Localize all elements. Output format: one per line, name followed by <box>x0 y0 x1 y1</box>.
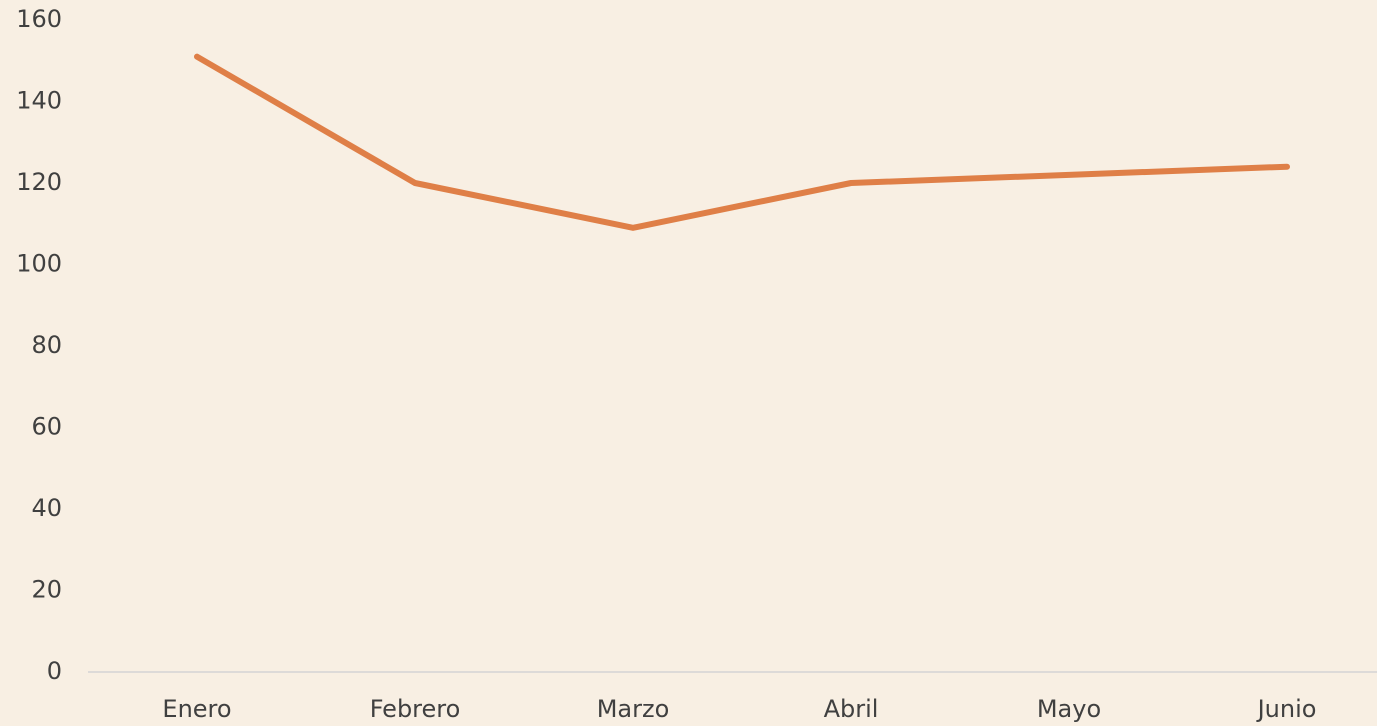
x-tick-label: Marzo <box>597 695 670 723</box>
y-tick-label: 120 <box>16 168 62 196</box>
y-tick-label: 0 <box>47 657 62 685</box>
x-tick-label: Junio <box>1256 695 1317 723</box>
y-tick-label: 60 <box>31 413 62 441</box>
x-tick-label: Enero <box>162 695 231 723</box>
x-tick-label: Mayo <box>1037 695 1101 723</box>
x-tick-label: Abril <box>824 695 879 723</box>
y-tick-label: 140 <box>16 87 62 115</box>
y-tick-label: 160 <box>16 5 62 33</box>
y-tick-label: 100 <box>16 250 62 278</box>
y-tick-label: 20 <box>31 576 62 604</box>
x-tick-label: Febrero <box>370 695 461 723</box>
data-line <box>194 53 1290 231</box>
y-tick-label: 80 <box>31 331 62 359</box>
y-tick-label: 40 <box>31 494 62 522</box>
